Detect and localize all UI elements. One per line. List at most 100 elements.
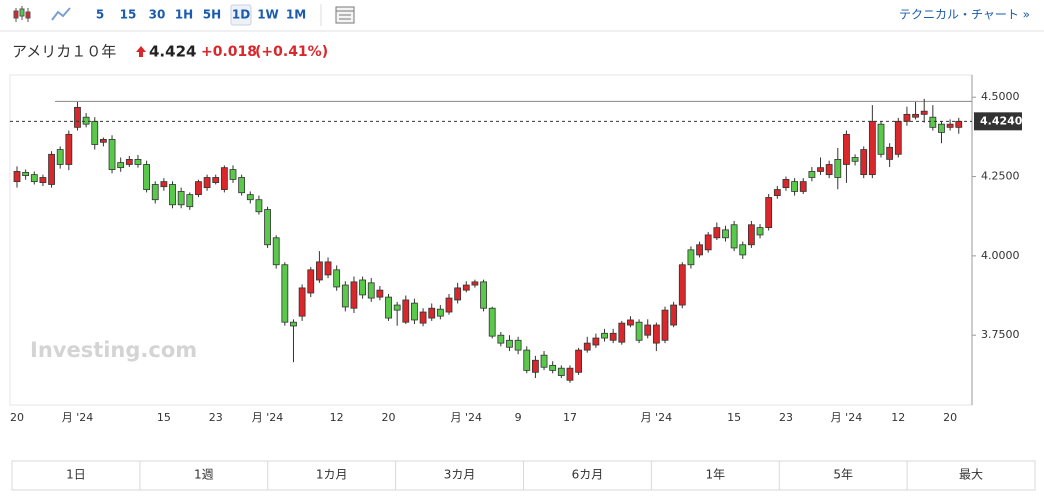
x-tick-label: 20 bbox=[943, 411, 957, 424]
candle-body bbox=[704, 234, 712, 251]
y-tick-label: 4.0000 bbox=[981, 249, 1020, 262]
interval-button[interactable]: 1M bbox=[286, 8, 306, 22]
candle-body bbox=[618, 322, 626, 343]
candle-body bbox=[713, 227, 721, 239]
candle-body bbox=[212, 177, 220, 183]
candle-body bbox=[238, 177, 246, 194]
selected-interval bbox=[230, 4, 252, 26]
range-button[interactable]: 1週 bbox=[194, 468, 214, 482]
candle-body bbox=[523, 349, 531, 371]
interval-button[interactable]: 5 bbox=[96, 8, 104, 22]
candle-body bbox=[661, 309, 669, 341]
candle-body bbox=[938, 123, 945, 133]
change-percent: (+0.41%) bbox=[255, 44, 328, 60]
x-tick-label: 15 bbox=[157, 411, 171, 424]
candle-body bbox=[333, 269, 341, 288]
candle-body bbox=[177, 191, 185, 206]
y-tick-label: 3.7500 bbox=[981, 328, 1020, 341]
candle-body bbox=[748, 224, 755, 246]
candle-body bbox=[445, 297, 453, 313]
change: +0.018 bbox=[201, 44, 257, 60]
candle-body bbox=[359, 279, 367, 296]
candle-body bbox=[272, 237, 280, 266]
interval-button[interactable]: 1W bbox=[257, 8, 279, 22]
candle-body bbox=[722, 229, 729, 239]
candle-body bbox=[644, 324, 652, 336]
candle-body bbox=[532, 359, 539, 373]
x-tick-label: 月 '24 bbox=[252, 411, 284, 424]
candle-body bbox=[825, 164, 833, 176]
range-button[interactable]: 1日 bbox=[66, 468, 86, 482]
candle-body bbox=[497, 334, 505, 344]
candle-body bbox=[324, 261, 332, 276]
candle-body bbox=[756, 227, 764, 236]
y-tick-label: 4.5000 bbox=[981, 90, 1020, 103]
candle-body bbox=[765, 197, 773, 229]
candle-icon[interactable] bbox=[13, 6, 31, 22]
candle-body bbox=[367, 282, 375, 299]
candle-body bbox=[514, 339, 522, 351]
candle-body bbox=[566, 367, 574, 381]
candle-body bbox=[506, 339, 513, 348]
last-price-box bbox=[974, 112, 1022, 131]
candle-body bbox=[877, 123, 885, 155]
candle-body bbox=[601, 332, 608, 339]
candle-body bbox=[30, 174, 38, 183]
candle-body bbox=[195, 181, 202, 196]
range-button[interactable]: 6カ月 bbox=[572, 468, 604, 482]
interval-button[interactable]: 1D bbox=[232, 8, 250, 22]
candle-body bbox=[462, 284, 470, 291]
instrument-name: アメリカ１０年 bbox=[12, 43, 116, 61]
candle-body bbox=[350, 281, 358, 309]
candle-body bbox=[108, 139, 116, 170]
range-button[interactable]: 最大 bbox=[959, 468, 983, 482]
candle-body bbox=[868, 120, 876, 176]
x-tick-label: 20 bbox=[382, 411, 396, 424]
interval-button[interactable]: 30 bbox=[149, 8, 166, 22]
candle-body bbox=[773, 189, 781, 196]
y-tick-label: 4.2500 bbox=[981, 170, 1020, 183]
candle-body bbox=[134, 159, 142, 165]
technical-chart-link[interactable]: テクニカル・チャート » bbox=[899, 8, 1030, 22]
candle-body bbox=[428, 307, 436, 319]
candle-body bbox=[100, 139, 107, 143]
x-tick-label: 月 '24 bbox=[62, 411, 94, 424]
interval-button[interactable]: 15 bbox=[120, 8, 137, 22]
candle-body bbox=[739, 244, 747, 256]
candle-body bbox=[912, 113, 919, 118]
range-button[interactable]: 1年 bbox=[705, 468, 725, 482]
candle-body bbox=[799, 181, 807, 192]
table-icon[interactable] bbox=[335, 6, 355, 24]
candle-body bbox=[160, 181, 168, 188]
line-icon[interactable] bbox=[51, 7, 71, 21]
candle-body bbox=[488, 307, 496, 337]
x-tick-label: 23 bbox=[209, 411, 223, 424]
candle-body bbox=[903, 113, 911, 122]
interval-button[interactable]: 5H bbox=[203, 8, 221, 22]
candle-body bbox=[298, 287, 306, 317]
candle-body bbox=[220, 167, 228, 190]
candle-body bbox=[264, 209, 271, 246]
candle-body bbox=[402, 299, 410, 323]
candle-body bbox=[65, 133, 73, 165]
candle-body bbox=[125, 159, 133, 165]
watermark: Investing.com bbox=[30, 338, 197, 362]
range-button[interactable]: 1カ月 bbox=[316, 468, 348, 482]
candle-body bbox=[817, 167, 824, 172]
x-tick-label: 15 bbox=[727, 411, 741, 424]
candle-body bbox=[583, 342, 591, 351]
range-button[interactable]: 5年 bbox=[833, 468, 853, 482]
up-arrow bbox=[136, 46, 146, 57]
candle-body bbox=[652, 324, 660, 344]
candle-body bbox=[385, 296, 392, 319]
interval-button[interactable]: 1H bbox=[175, 8, 193, 22]
candle-body bbox=[627, 319, 634, 326]
candle-body bbox=[48, 153, 55, 185]
range-button[interactable]: 3カ月 bbox=[444, 468, 476, 482]
candle-body bbox=[411, 302, 418, 321]
candle-body bbox=[13, 171, 21, 183]
candle-body bbox=[315, 261, 323, 281]
x-tick-label: 月 '24 bbox=[831, 411, 863, 424]
candle-body bbox=[376, 289, 384, 298]
candle-body bbox=[454, 287, 462, 301]
